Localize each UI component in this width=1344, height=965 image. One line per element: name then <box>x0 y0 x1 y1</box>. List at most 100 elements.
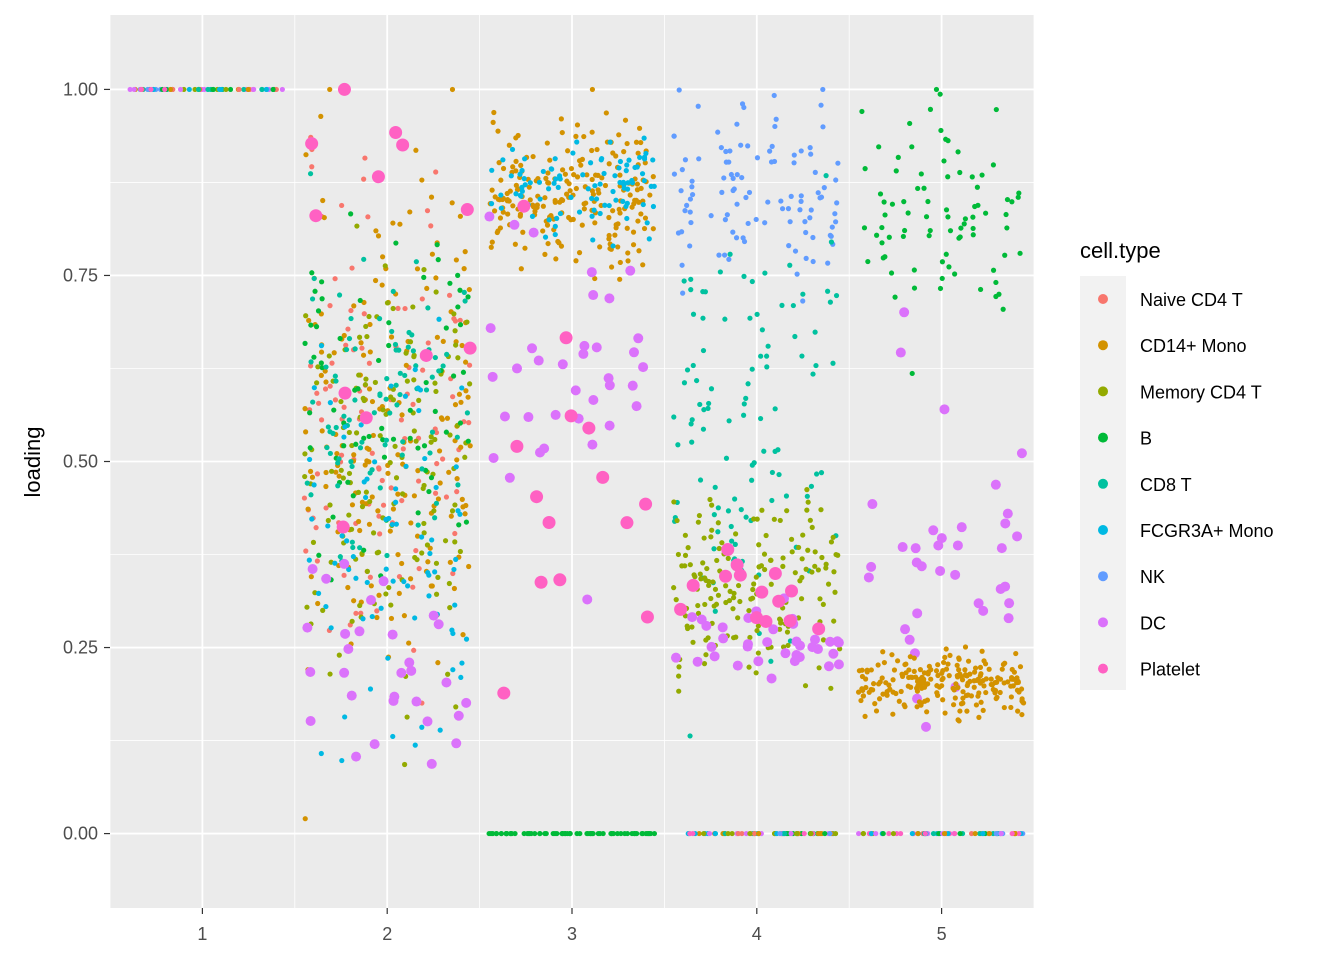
point-nk <box>679 229 685 235</box>
point-dc <box>833 659 844 670</box>
point-cd14-mono <box>318 372 324 378</box>
point-memory-cd4-t <box>413 438 419 444</box>
point-cd8-t <box>743 514 749 520</box>
point-cd14-mono <box>636 248 642 254</box>
point-cd14-mono <box>527 197 533 203</box>
point-b <box>901 199 907 205</box>
point-memory-cd4-t <box>733 634 739 640</box>
point-naive-cd4-t <box>314 471 321 477</box>
point-b <box>882 212 888 218</box>
data-points <box>127 82 1027 837</box>
point-fcgr3a-mono <box>385 655 391 661</box>
point-cd8-t <box>387 410 393 416</box>
point-b <box>938 127 944 134</box>
point-platelet <box>559 331 573 345</box>
point-dc <box>762 637 773 648</box>
point-dc <box>1003 613 1014 624</box>
point-fcgr3a-mono <box>529 213 536 219</box>
point-dc <box>709 651 720 662</box>
point-fcgr3a-mono <box>589 195 595 202</box>
point-nk <box>739 101 746 107</box>
point-cd14-mono <box>973 702 980 708</box>
point-nk <box>730 229 736 235</box>
point-memory-cd4-t <box>302 451 308 457</box>
point-fcgr3a-mono <box>436 316 442 322</box>
point-memory-cd4-t <box>433 388 439 395</box>
point-cd8-t <box>708 386 715 392</box>
point-cd14-mono <box>945 661 951 667</box>
axes: 0.00 0.25 0.50 0.75 1.00 1 2 3 4 5 <box>63 79 947 944</box>
point-platelet <box>359 411 373 425</box>
point-memory-cd4-t <box>464 319 470 325</box>
point-memory-cd4-t <box>708 534 714 540</box>
point-cd14-mono <box>612 232 618 238</box>
point-fcgr3a-mono <box>592 183 598 189</box>
point-naive-cd4-t <box>359 345 365 351</box>
point-dc <box>742 639 753 650</box>
point-nk <box>818 102 824 108</box>
point-b <box>415 445 421 451</box>
point-mixed <box>279 86 285 93</box>
point-cd14-mono <box>916 699 923 705</box>
point-naive-cd4-t <box>402 305 408 312</box>
point-mixed <box>167 86 174 93</box>
point-dc <box>591 342 602 353</box>
point-nk <box>689 178 695 184</box>
point-cd14-mono <box>624 225 630 231</box>
point-cd14-mono <box>954 672 960 679</box>
point-fcgr3a-mono <box>517 192 523 199</box>
point-cd14-mono <box>870 681 877 687</box>
point-memory-cd4-t <box>421 267 427 273</box>
point-fcgr3a-mono <box>327 400 333 406</box>
point-cd14-mono <box>632 197 638 203</box>
point-dc <box>366 595 377 606</box>
point-fcgr3a-mono <box>509 146 516 153</box>
point-cd14-mono <box>530 153 536 160</box>
point-mixed <box>1016 830 1022 837</box>
point-naive-cd4-t <box>388 485 394 491</box>
point-memory-cd4-t <box>799 574 805 581</box>
point-cd14-mono <box>449 200 455 206</box>
point-b <box>457 420 464 426</box>
point-platelet <box>582 421 596 435</box>
point-fcgr3a-mono <box>500 157 506 163</box>
point-cd8-t <box>377 392 383 399</box>
point-fcgr3a-mono <box>383 566 389 572</box>
point-memory-cd4-t <box>735 582 742 589</box>
point-b <box>348 211 354 217</box>
point-nk <box>689 191 696 198</box>
point-memory-cd4-t <box>761 551 768 557</box>
point-cd14-mono <box>458 399 464 405</box>
point-nk <box>671 171 678 177</box>
point-nk <box>788 193 794 199</box>
point-cd14-mono <box>923 681 929 688</box>
point-cd14-mono <box>630 229 637 235</box>
point-cd14-mono <box>334 450 340 457</box>
point-cd14-mono <box>567 188 573 194</box>
point-nk <box>746 189 753 196</box>
point-b <box>990 162 997 168</box>
legend-key-memory-cd4-t <box>1098 386 1108 397</box>
point-naive-cd4-t <box>365 214 371 220</box>
point-fcgr3a-mono <box>546 217 552 223</box>
legend-label: Naive CD4 T <box>1140 290 1243 310</box>
point-nk <box>734 121 740 127</box>
point-dc <box>488 452 499 463</box>
point-dc <box>753 656 764 667</box>
point-cd14-mono <box>1016 689 1022 695</box>
point-memory-cd4-t <box>377 433 383 439</box>
point-cd8-t <box>761 448 767 454</box>
point-nk <box>829 224 835 230</box>
point-cd14-mono <box>905 683 911 689</box>
point-fcgr3a-mono <box>342 424 348 430</box>
point-cd8-t <box>732 541 738 547</box>
point-b <box>337 335 343 342</box>
point-fcgr3a-mono <box>513 191 519 197</box>
point-cd14-mono <box>349 502 356 508</box>
point-nk <box>679 262 685 268</box>
point-nk <box>745 143 751 149</box>
point-mixed <box>880 830 886 837</box>
point-memory-cd4-t <box>327 502 333 508</box>
point-naive-cd4-t <box>301 495 308 501</box>
point-platelet <box>460 203 474 217</box>
